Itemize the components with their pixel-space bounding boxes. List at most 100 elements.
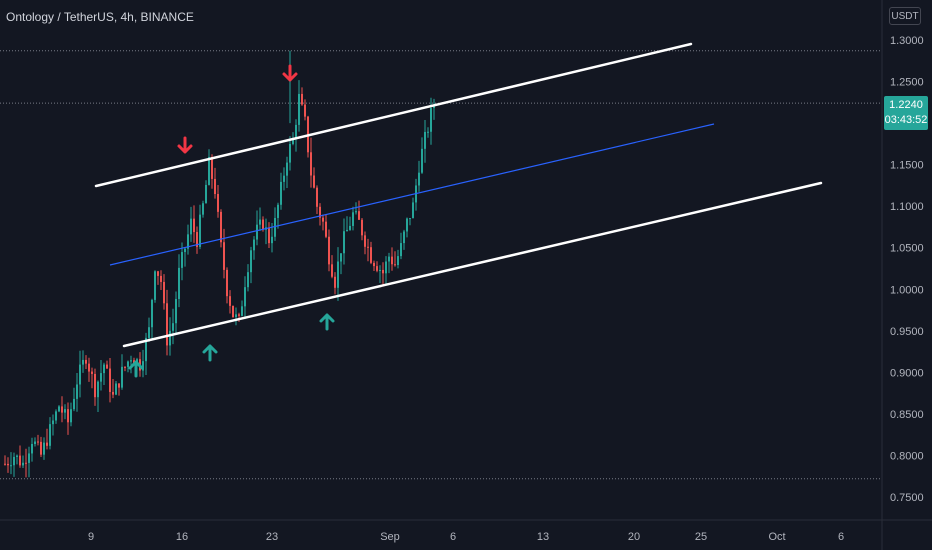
candle-body	[349, 225, 351, 230]
candle-body	[331, 264, 333, 277]
candle-body	[268, 227, 270, 244]
candle-body	[418, 172, 420, 186]
candle-body	[283, 175, 285, 182]
candle-body	[295, 124, 297, 138]
y-tick-label: 1.2500	[890, 77, 924, 89]
channel-lower-line	[122, 181, 823, 348]
candle-body	[205, 184, 207, 204]
candle-body	[103, 364, 105, 374]
bar-countdown: 03:43:52	[884, 114, 928, 126]
support-arrow	[128, 360, 144, 378]
x-tick-label: 23	[266, 531, 278, 543]
candle-body	[178, 267, 180, 299]
candle-body	[382, 269, 384, 274]
resistance-arrow	[282, 64, 298, 82]
candle-body	[220, 211, 222, 243]
candle-body	[19, 455, 21, 466]
candle-body	[235, 314, 237, 318]
current-price: 1.2240	[889, 99, 923, 111]
candle-body	[334, 276, 336, 288]
resistance-arrow	[177, 136, 193, 154]
candle-body	[175, 298, 177, 324]
candle-body	[49, 424, 51, 446]
candle-body	[361, 219, 363, 236]
candle-body	[10, 465, 12, 467]
candle-body	[343, 231, 345, 254]
candle-body	[154, 271, 156, 300]
candle-body	[196, 232, 198, 247]
candle-body	[406, 218, 408, 232]
candle-body	[397, 256, 399, 266]
candle-body	[85, 359, 87, 364]
y-tick-label: 0.7500	[890, 492, 924, 504]
y-tick-label: 1.0500	[890, 243, 924, 255]
candle-body	[172, 323, 174, 331]
candle-body	[247, 272, 249, 288]
candle-body	[304, 104, 306, 117]
candle-body	[226, 269, 228, 297]
candle-body	[166, 303, 168, 346]
x-tick-label: 13	[537, 531, 549, 543]
channel-upper-line	[94, 42, 693, 188]
candle-body	[376, 266, 378, 271]
candle-body	[430, 108, 432, 132]
candle-body	[142, 361, 144, 371]
candle-body	[100, 373, 102, 382]
candle-body	[379, 269, 381, 271]
x-tick-label: 6	[450, 531, 456, 543]
candle-body	[145, 337, 147, 362]
candle-body	[274, 217, 276, 237]
candle-body	[112, 391, 114, 395]
candle-body	[211, 157, 213, 179]
candle-body	[358, 211, 360, 220]
candle-body	[391, 256, 393, 265]
candle-body	[163, 281, 165, 304]
x-tick-label: Sep	[380, 531, 400, 543]
candle-body	[259, 219, 261, 225]
candle-body	[37, 441, 39, 443]
current-price-tag: 1.2240 03:43:52	[884, 96, 928, 130]
candle-body	[244, 287, 246, 307]
candle-body	[22, 462, 24, 466]
y-tick-label: 1.1500	[890, 160, 924, 172]
candle-body	[400, 243, 402, 257]
y-tick-label: 1.3000	[890, 35, 924, 47]
candle-body	[250, 250, 252, 273]
currency-unit-button[interactable]: USDT	[889, 7, 921, 25]
candle-body	[31, 444, 33, 454]
candle-body	[61, 406, 63, 413]
candle-body	[208, 157, 210, 185]
y-tick-label: 0.8000	[890, 450, 924, 462]
candle-body	[346, 229, 348, 232]
x-tick-label: Oct	[768, 531, 785, 543]
candle-body	[127, 361, 129, 367]
candle-body	[16, 455, 18, 457]
y-tick-label: 1.0000	[890, 284, 924, 296]
candle-body	[367, 246, 369, 248]
x-tick-label: 9	[88, 531, 94, 543]
candle-body	[277, 204, 279, 218]
candle-body	[355, 211, 357, 213]
candle-body	[394, 264, 396, 266]
y-tick-label: 0.9000	[890, 367, 924, 379]
candle-body	[160, 275, 162, 282]
candle-body	[97, 381, 99, 398]
candle-body	[280, 181, 282, 205]
candle-body	[202, 203, 204, 215]
candle-body	[199, 214, 201, 247]
y-tick-label: 0.8500	[890, 409, 924, 421]
candle-body	[52, 420, 54, 425]
candle-body	[55, 411, 57, 421]
candle-body	[373, 262, 375, 267]
candle-body	[409, 218, 411, 220]
candle-body	[229, 296, 231, 306]
candle-body	[73, 398, 75, 410]
candle-body	[130, 360, 132, 362]
y-tick-label: 1.1000	[890, 201, 924, 213]
support-arrow	[202, 344, 218, 362]
candle-body	[181, 252, 183, 268]
x-tick-label: 20	[628, 531, 640, 543]
candle-body	[124, 366, 126, 368]
y-tick-label: 0.9500	[890, 326, 924, 338]
